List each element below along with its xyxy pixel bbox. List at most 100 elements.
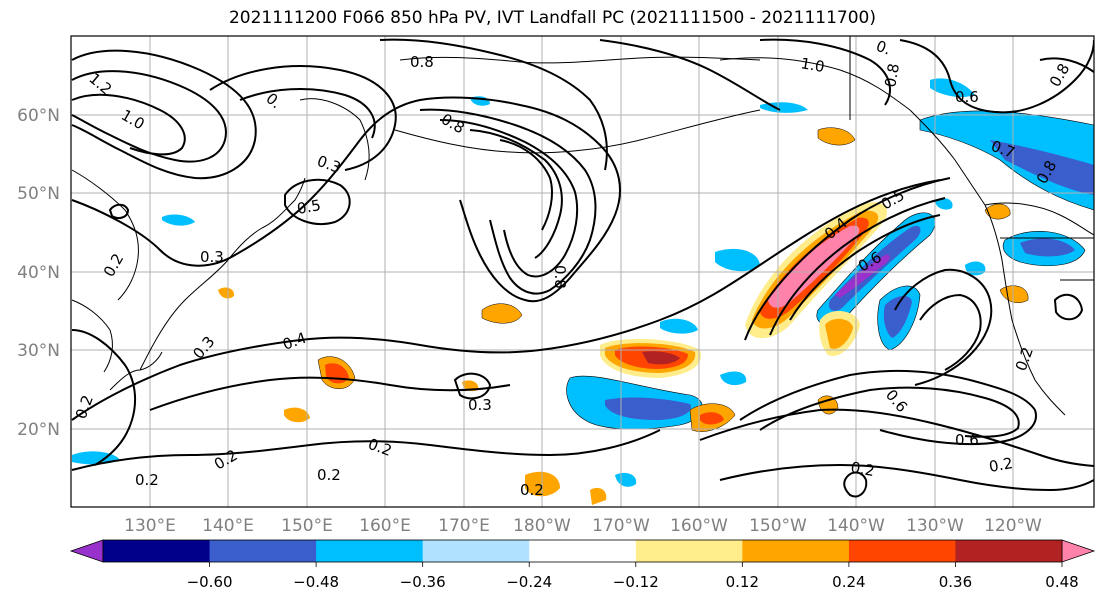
shade-w-blue1: [162, 214, 195, 226]
shade-sub-dblue: [605, 397, 691, 420]
clabel: 0.8: [410, 53, 434, 71]
clabel: 0.2: [317, 466, 341, 484]
clabel: 0.5: [296, 196, 323, 218]
clabel: 1.0: [118, 106, 148, 134]
shade-w-orange3: [284, 407, 310, 423]
lat-label: 40°N: [17, 263, 60, 283]
shade-w-orange2: [481, 303, 523, 324]
colorbar-segment: [635, 540, 743, 562]
colorbar-segment: [742, 540, 850, 562]
contour-ring3: [108, 203, 130, 219]
clabel: 0.8: [438, 110, 468, 138]
shade-sub-orange5: [590, 487, 607, 505]
lon-label: 130°E: [124, 516, 176, 536]
contour-nw2: [71, 70, 227, 163]
shade-ar-pink: [768, 225, 860, 308]
colorbar-segment: [422, 540, 530, 562]
coast-canada: [849, 36, 1094, 236]
lon-label: 180°W: [513, 516, 571, 536]
shade-sub-dred: [642, 351, 680, 365]
lat-label: 50°N: [17, 184, 60, 204]
contour-ring2: [843, 471, 868, 498]
clabel: 0.3: [189, 333, 218, 363]
shade-w-blue2: [72, 451, 120, 465]
clabel: 0.8: [881, 62, 903, 89]
shade-east-dblue2: [1020, 238, 1075, 257]
colorbar-segment: [209, 540, 317, 562]
coast-japan: [139, 177, 306, 371]
lat-label: 20°N: [17, 420, 60, 440]
lon-label: 170°W: [592, 516, 650, 536]
shade-sub-lblue: [660, 318, 698, 334]
lon-label: 140°W: [827, 516, 885, 536]
lon-label: 130°W: [906, 516, 964, 536]
contour-mid3: [71, 429, 661, 471]
colorbar-tick-label: −0.24: [506, 573, 552, 591]
lon-label: 160°W: [670, 516, 728, 536]
clabel: 0.6: [955, 431, 979, 449]
lon-label: 150°W: [749, 516, 807, 536]
colorbar-tick-label: −0.48: [293, 573, 339, 591]
coast-alaska-north: [399, 56, 761, 64]
lon-label: 120°W: [984, 516, 1042, 536]
clabel: 0.: [874, 37, 894, 59]
colorbar-tick-label: −0.12: [613, 573, 659, 591]
contour-se4: [719, 463, 1094, 492]
contour-e2: [919, 293, 982, 371]
clabel: 0.2: [100, 250, 128, 280]
shade-east-dblue1: [883, 295, 912, 338]
shade-sub-red2: [700, 412, 724, 425]
contour-mid2: [149, 376, 511, 411]
contour-ar2: [769, 197, 946, 336]
colorbar-arrow-left: [69, 539, 104, 563]
colorbar-arrow-right: [1061, 539, 1096, 563]
contour-ne2: [899, 39, 1094, 114]
colorbar-tick-label: −0.60: [187, 573, 233, 591]
contour-e1: [894, 268, 993, 386]
shade-ar-purple: [835, 254, 890, 298]
clabel: 0.2: [211, 446, 241, 474]
contour-ar3: [789, 214, 941, 321]
coast-korea: [71, 299, 113, 373]
coast-japan-south: [109, 351, 163, 391]
shade-east-blue4: [935, 197, 953, 210]
lon-label: 160°E: [359, 516, 411, 536]
colorbar-outline: [102, 539, 1063, 563]
contour-ring: [284, 178, 351, 225]
contour-trough4: [499, 139, 553, 231]
contour-ring4: [453, 372, 492, 400]
contour-ne1: [759, 38, 891, 106]
shade-sub-blue4: [615, 472, 637, 487]
contour-se1: [739, 369, 1037, 446]
map-frame: [70, 35, 1095, 508]
shade-sub-blue2: [715, 248, 760, 272]
shade-coast-orange4: [825, 318, 853, 349]
contour-nw3: [71, 93, 186, 156]
clabel: 0.2: [135, 471, 159, 489]
shade-alaska-darkblue: [990, 140, 1094, 195]
contour-trough1: [419, 108, 597, 295]
colorbar-segment: [103, 540, 211, 562]
colorbar: −0.60 −0.48 −0.36 −0.24 −0.12 0.12 0.24 0.36 0.4…: [69, 539, 1096, 591]
contour-se3: [699, 408, 1094, 467]
clabel: 0.2: [988, 454, 1015, 476]
contour-trough3: [469, 129, 563, 259]
lon-label: 170°E: [438, 516, 490, 536]
clabel: 0.3: [315, 152, 344, 177]
clabel: 0.3: [200, 248, 224, 266]
coast-aleutian: [394, 109, 761, 154]
coast-us-border: [1000, 237, 1094, 281]
colorbar-tick-label: 0.48: [1045, 573, 1078, 591]
shade-coast-orange1: [984, 203, 1011, 220]
coast-alaska: [719, 57, 986, 206]
clabel: 0.8: [551, 265, 569, 289]
contour-n1: [379, 38, 608, 171]
colorbar-segment: [955, 540, 1063, 562]
clabel: 1.0: [799, 54, 826, 76]
lon-label: 140°E: [202, 516, 254, 536]
clabel: 0.2: [849, 458, 876, 480]
contour-nw5: [239, 88, 376, 139]
colorbar-tick-label: 0.24: [832, 573, 865, 591]
clabel: 0.6: [955, 88, 979, 106]
